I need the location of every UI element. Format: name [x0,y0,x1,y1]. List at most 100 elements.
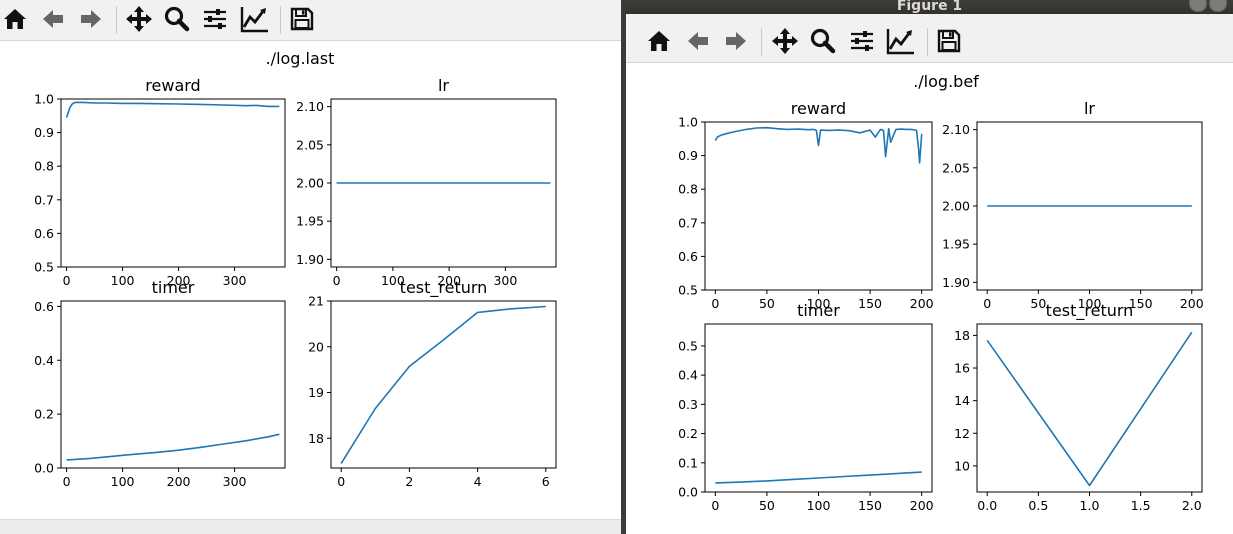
subplot-title: test_return [400,278,488,298]
x-tick-label: 100 [807,498,831,513]
save-button[interactable] [287,4,317,34]
y-tick-label: 0.8 [34,159,54,174]
x-tick-label: 300 [223,474,247,489]
subplot-test-return: 0 2 4 6 18 19 20 21 test_return [308,278,557,489]
x-tick-label: 0 [983,296,991,311]
subplots-button[interactable] [200,4,230,34]
y-tick-label: 0.5 [678,338,698,353]
x-tick-label: 100 [807,296,831,311]
back-button[interactable] [38,4,68,34]
axes-frame [976,323,1203,493]
y-tick-label: 2.05 [296,137,324,152]
axes-frame [704,121,933,291]
customize-button[interactable] [886,26,916,56]
x-tick-label: 100 [111,273,135,288]
x-tick-label: 50 [759,498,775,513]
minimize-button[interactable] [1189,0,1207,12]
status-bar [0,519,621,534]
series-line [986,331,1193,487]
series-line [65,101,280,118]
figure-suptitle: ./log.last [266,49,335,68]
subplot-title: timer [797,301,840,320]
x-tick-label: 0 [337,474,345,489]
forward-button[interactable] [76,4,106,34]
figure-suptitle: ./log.bef [913,72,979,91]
x-tick-label: 300 [493,273,517,288]
figure-window-left: ./log.last 0 100 200 300 0.5 0.6 0.7 0.8 0.9 1.0 r… [0,0,621,534]
titlebar-gap [626,14,1233,22]
subplot-lr: 0 50 100 150 200 1.90 1.95 2.00 2.05 2.10 lr [942,99,1204,311]
pan-icon [126,6,152,32]
series-line [714,126,923,164]
x-tick-label: 4 [474,474,482,489]
x-tick-label: 150 [858,296,882,311]
x-tick-label: 2 [405,474,413,489]
y-tick-label: 0.4 [678,368,698,383]
home-button[interactable] [0,4,30,34]
y-tick-label: 2.05 [942,160,970,175]
home-icon [648,31,670,51]
y-tick-label: 1.95 [942,237,970,252]
y-tick-label: 1.0 [678,115,698,130]
navigation-toolbar [0,0,621,41]
zoom-button[interactable] [808,26,838,56]
y-tick-label: 2.10 [296,99,324,114]
subplots-icon [204,9,226,29]
customize-icon [886,29,914,55]
y-tick-label: 0.7 [34,192,54,207]
y-tick-label: 18 [954,328,970,343]
save-button[interactable] [934,26,964,56]
forward-button[interactable] [721,26,751,56]
x-tick-label: 150 [858,498,882,513]
home-icon [4,9,26,29]
y-tick-label: 0.5 [34,260,54,275]
zoom-icon [164,6,190,32]
pan-button[interactable] [124,4,154,34]
window-divider [621,0,626,534]
plot-area-right: ./log.bef 0 50 100 150 2000.50.60.70.80.91.0… [678,72,1204,513]
subplot-reward: 0 50 100 150 200 0.5 0.6 0.7 0.8 0.9 1.0 reward [678,99,934,311]
x-tick-label: 0 [63,474,71,489]
close-button[interactable] [1209,0,1227,12]
subplot-title: reward [791,99,846,118]
x-tick-label: 1.0 [1080,498,1100,513]
save-icon [290,7,314,31]
y-tick-label: 19 [308,385,324,400]
y-tick-label: 0.0 [34,461,54,476]
x-tick-label: 0 [711,498,719,513]
series-line [66,433,280,461]
axes-frame [60,300,286,469]
subplot-test-return: 0.0 0.5 1.0 1.5 2.0 10 12 14 16 18 test_return [954,301,1203,513]
figure-canvas-right[interactable]: ./log.bef 0 50 100 150 200 0.5 0.6 0.7 0.8 0.9 1.0… [626,63,1233,534]
x-tick-label: 300 [223,273,247,288]
subplots-button[interactable] [847,26,877,56]
y-tick-label: 14 [954,393,970,408]
y-tick-label: 18 [308,431,324,446]
back-icon [688,32,708,50]
back-button[interactable] [683,26,713,56]
home-button[interactable] [644,26,674,56]
customize-button[interactable] [240,4,270,34]
x-tick-label: 200 [437,273,461,288]
y-tick-label: 0.2 [34,407,54,422]
x-tick-label: 1.5 [1131,498,1151,513]
window-titlebar: Figure 1 [626,0,1233,14]
y-tick-label: 0.7 [678,215,698,230]
y-tick-label: 0.9 [34,125,54,140]
x-tick-label: 100 [111,474,135,489]
y-tick-label: 0.6 [678,249,698,264]
x-tick-label: 200 [167,474,191,489]
axes-frame [704,323,933,493]
y-tick-label: 0.8 [678,182,698,197]
series-line [715,471,922,484]
y-tick-label: 0.1 [678,455,698,470]
figure-canvas-left[interactable]: ./log.last 0 100 200 300 0.5 0.6 0.7 0.8 0.9 1.0 r… [0,41,621,534]
zoom-button[interactable] [162,4,192,34]
x-tick-label: 200 [167,273,191,288]
y-tick-label: 0.6 [34,299,54,314]
pan-icon [772,28,798,54]
y-tick-label: 1.90 [296,252,324,267]
pan-button[interactable] [770,26,800,56]
y-tick-label: 2.00 [942,199,970,214]
subplot-title: lr [438,76,449,95]
